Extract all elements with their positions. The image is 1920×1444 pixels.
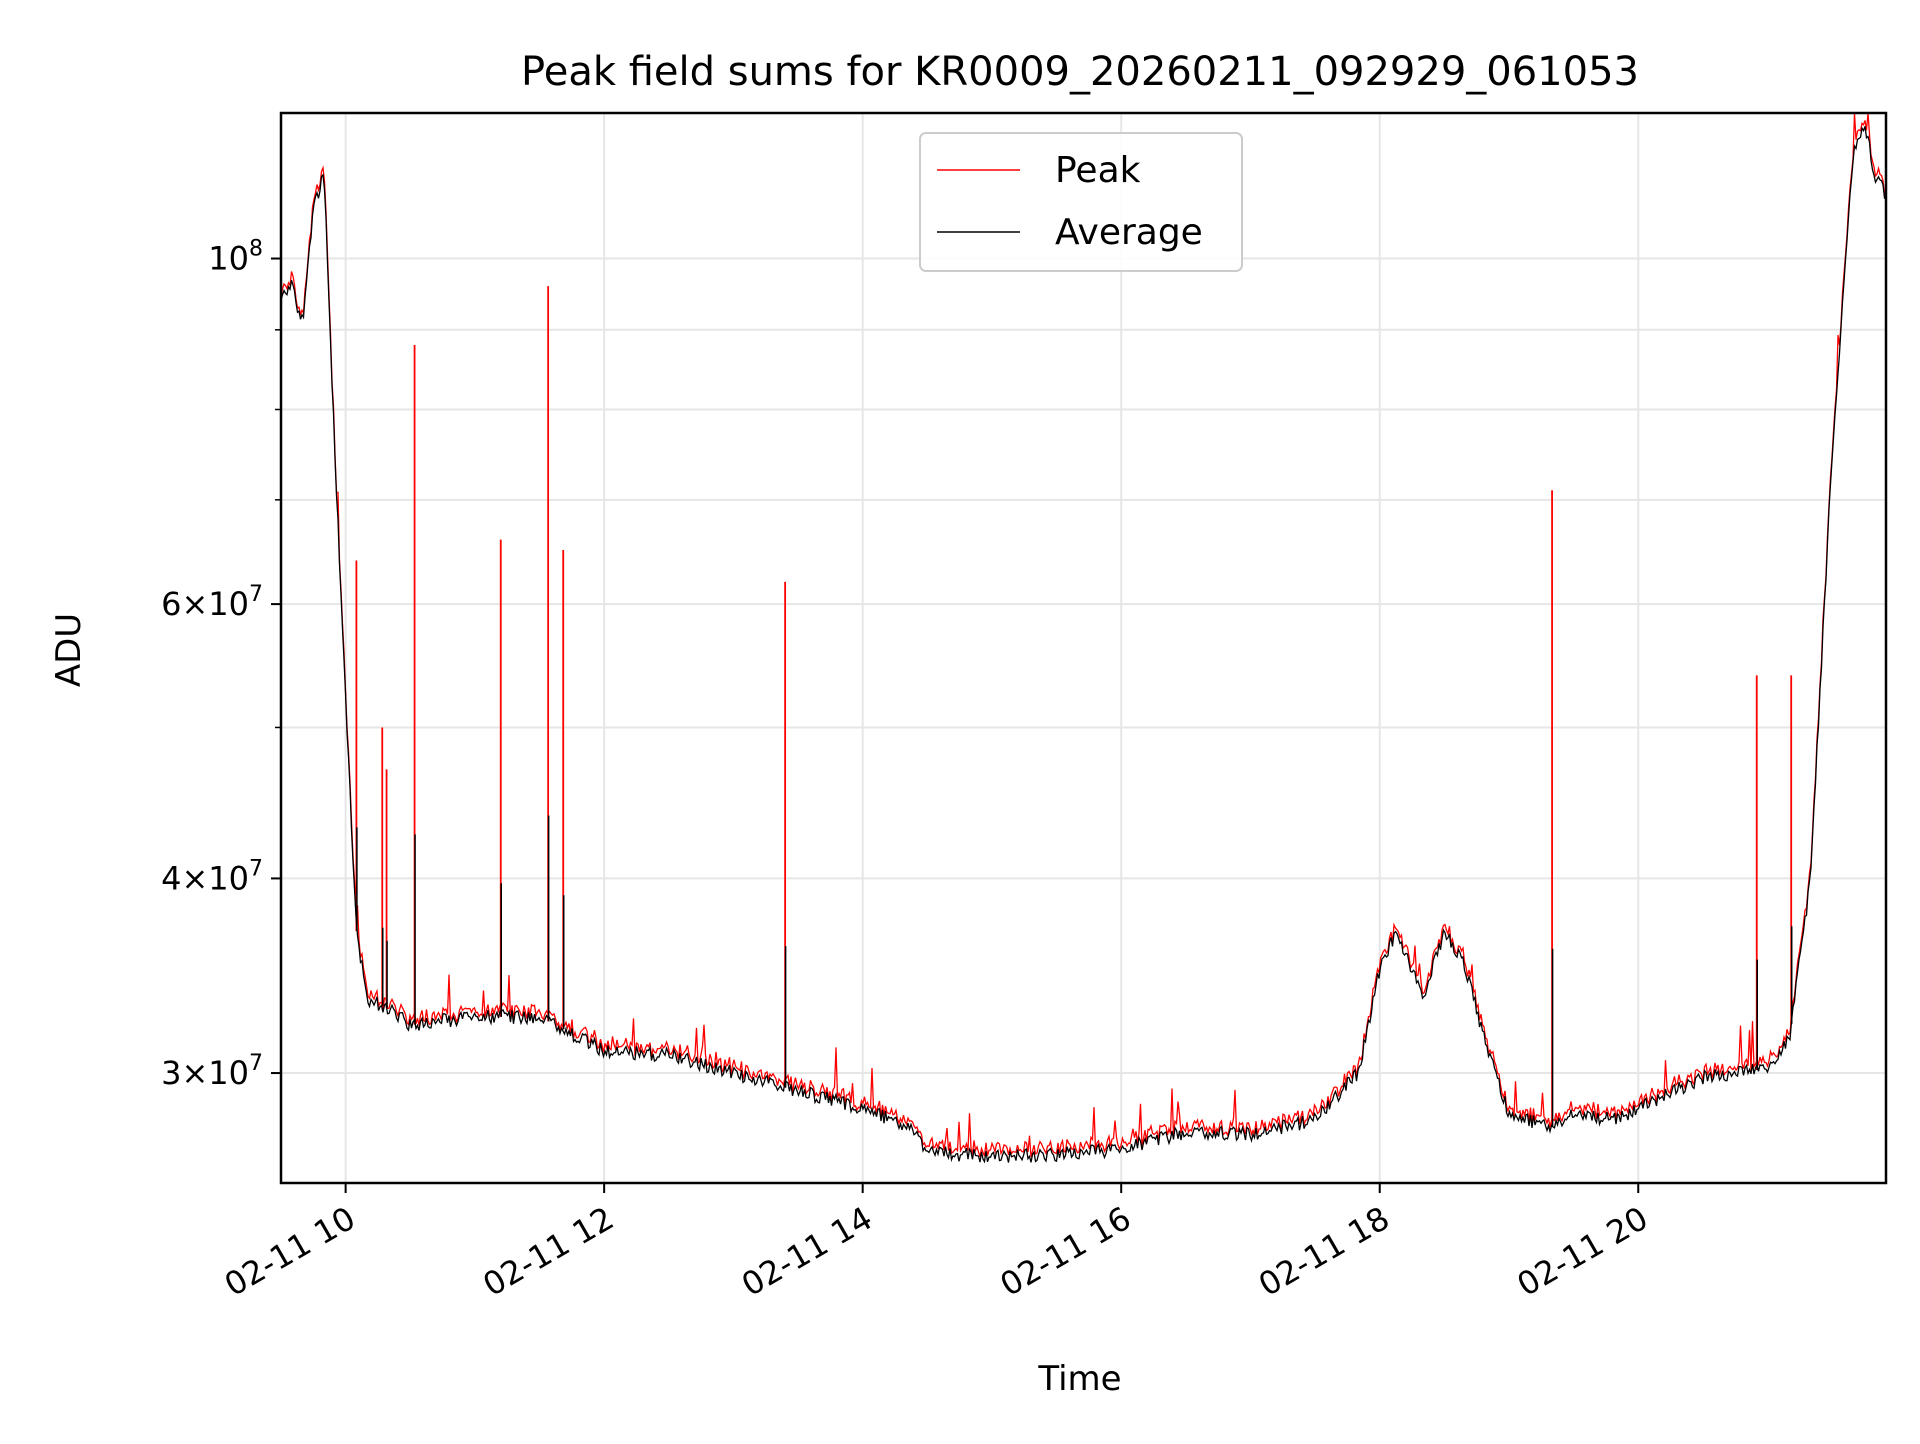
- y-axis-label: ADU: [49, 613, 89, 687]
- legend-label-average: Average: [1055, 212, 1203, 253]
- y-tick-label: 108: [208, 237, 263, 278]
- chart-title: Peak field sums for KR0009_20260211_0929…: [521, 49, 1639, 95]
- y-tick-label: 4×107: [161, 856, 263, 897]
- plot-frame: [279, 111, 1888, 1185]
- y-axis: 3×107 4×107 6×107 108: [161, 237, 281, 1092]
- y-tick-label: 3×107: [161, 1051, 263, 1092]
- legend: Peak Average: [919, 132, 1243, 272]
- legend-label-peak: Peak: [1055, 150, 1141, 191]
- plot-area: [280, 112, 1887, 1164]
- legend-box: [919, 132, 1243, 272]
- x-axis-label: Time: [1037, 1359, 1121, 1399]
- y-tick-label: 6×107: [161, 582, 263, 623]
